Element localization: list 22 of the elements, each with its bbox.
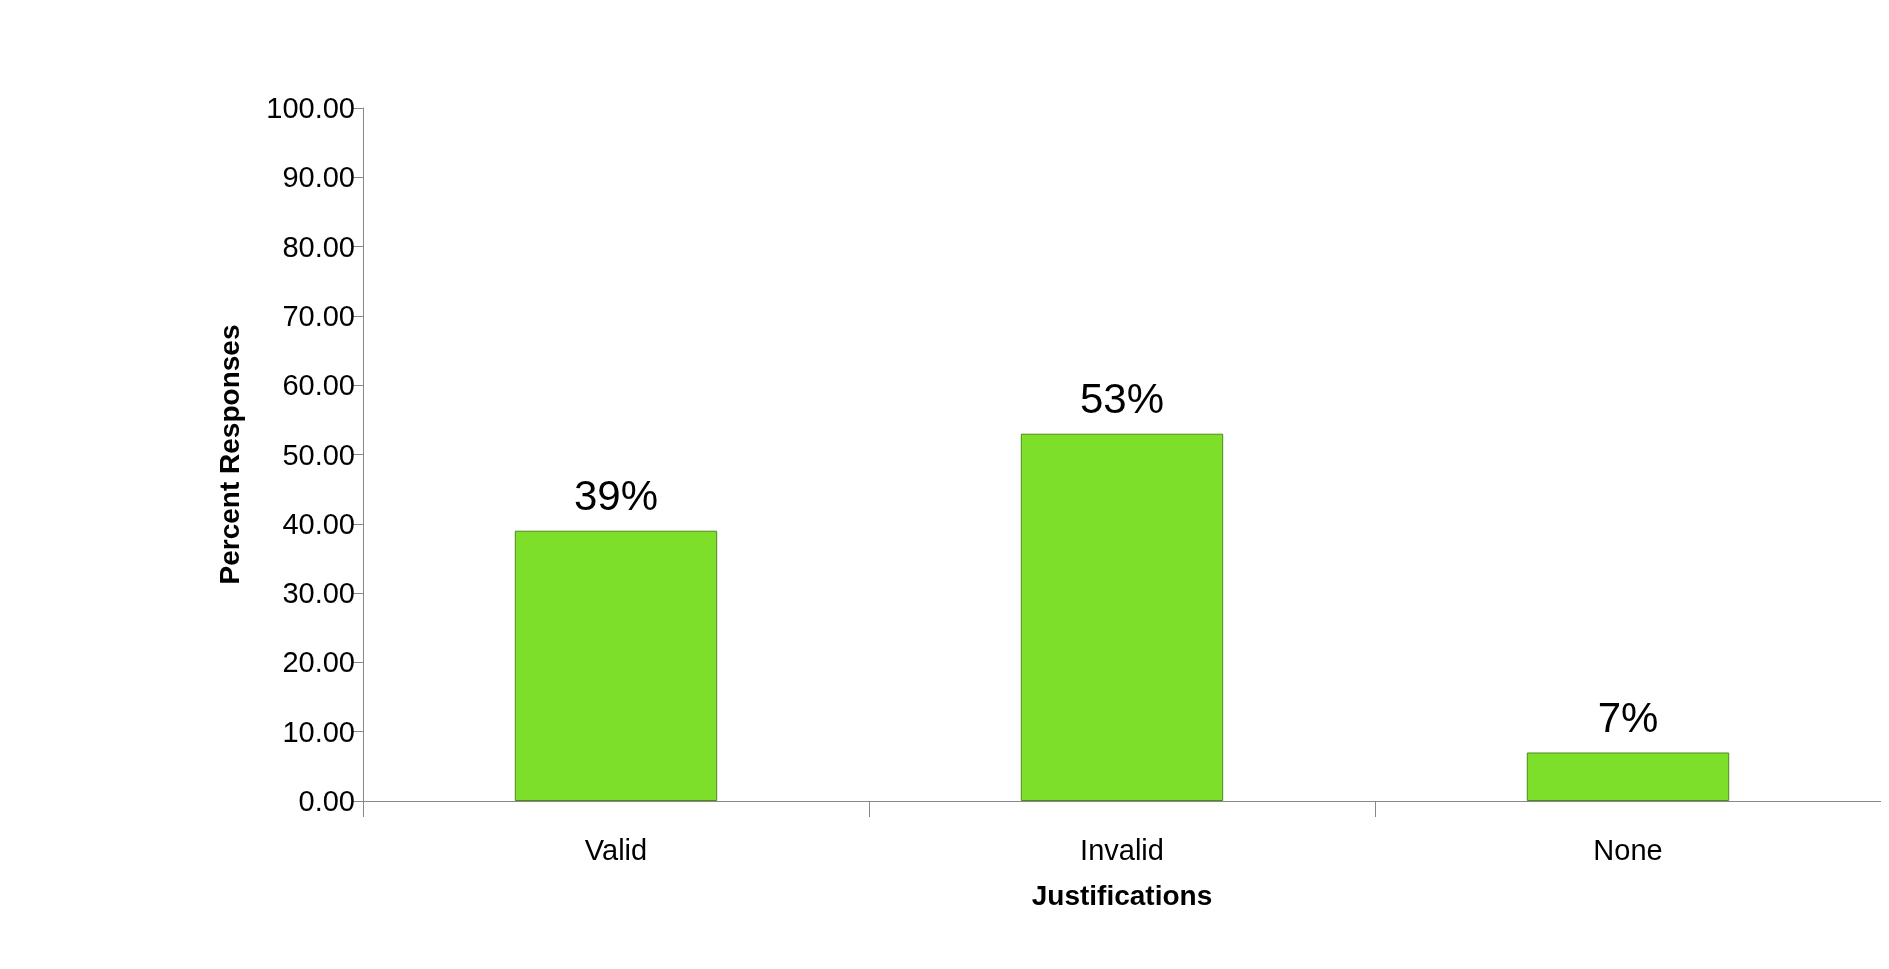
y-tick-label: 70.00 <box>282 299 355 332</box>
bar <box>1020 433 1224 801</box>
y-axis-title: Percent Responses <box>213 324 245 585</box>
bar <box>514 530 718 801</box>
x-axis-title: Justifications <box>1031 879 1213 911</box>
data-label: 7% <box>1597 693 1659 741</box>
data-label: 53% <box>1079 375 1165 423</box>
y-tick-label: 30.00 <box>282 577 355 610</box>
y-tick-label: 100.00 <box>266 92 355 124</box>
y-tick-label: 60.00 <box>282 369 355 402</box>
data-label: 39% <box>573 472 659 520</box>
y-tick-label: 80.00 <box>282 230 355 263</box>
y-tick-label: 90.00 <box>282 161 355 194</box>
y-tick-label: 20.00 <box>282 646 355 679</box>
y-tick-label: 50.00 <box>282 438 355 471</box>
x-tick-label: None <box>1593 833 1663 866</box>
x-tick-label: Valid <box>584 833 648 866</box>
y-tick-label: 40.00 <box>282 507 355 540</box>
x-tick-label: Invalid <box>1080 833 1164 866</box>
bar <box>1526 752 1730 801</box>
y-tick-label: 0.00 <box>298 785 355 817</box>
y-tick-label: 10.00 <box>282 715 355 748</box>
